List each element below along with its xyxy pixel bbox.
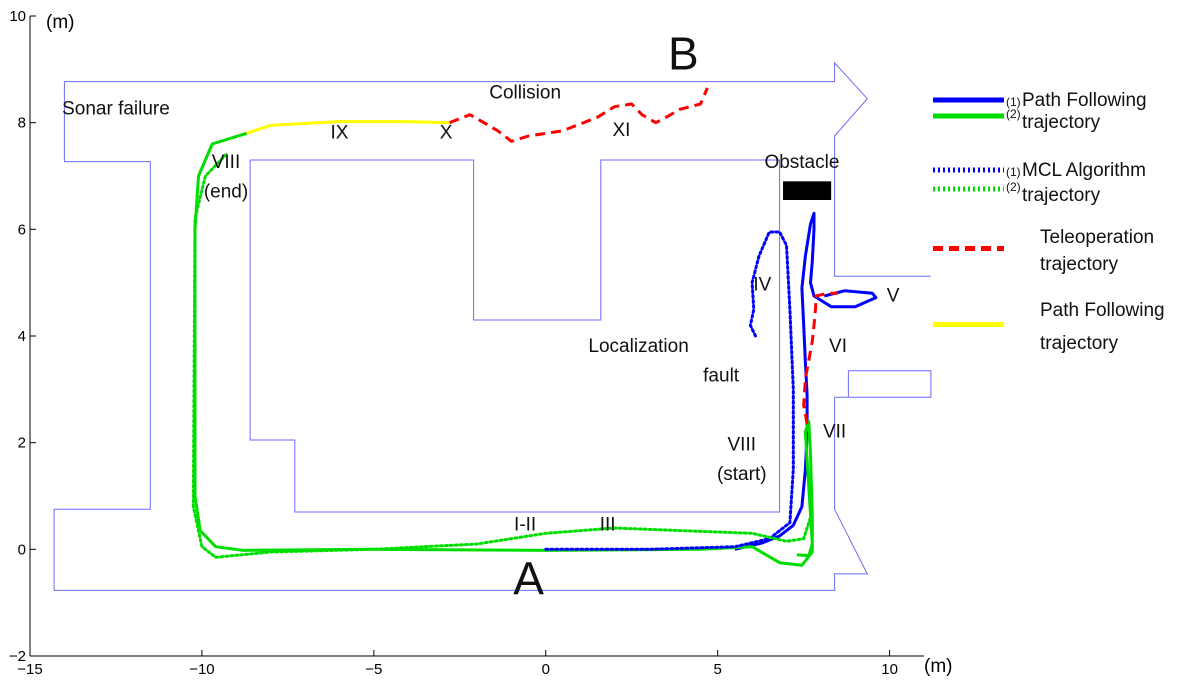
legend-label: Teleoperation — [1040, 227, 1154, 248]
annotation-label: Obstacle — [764, 152, 839, 173]
x-tick-label: −5 — [365, 661, 382, 678]
legend-label: trajectory — [1040, 333, 1119, 354]
annotation-label: XI — [612, 120, 630, 141]
annotation-label: (start) — [717, 464, 767, 485]
legend-label: Path Following — [1040, 300, 1165, 321]
x-tick-label: 0 — [542, 661, 550, 678]
annotation-label: Sonar failure — [62, 99, 170, 120]
y-tick-label: 0 — [18, 541, 26, 558]
y-axis-unit: (m) — [46, 12, 74, 33]
annotation-label: VII — [823, 421, 846, 442]
obstacle — [783, 181, 832, 200]
floor-plan-outer-loop — [53, 81, 869, 591]
series-line-1 — [193, 131, 814, 567]
annotation-label: III — [600, 515, 616, 536]
legend-label: MCL Algorithm — [1022, 160, 1146, 181]
y-tick-label: 8 — [18, 115, 26, 132]
floor-plan-right-stub — [834, 370, 932, 398]
series-line-0 — [734, 211, 878, 551]
series-line-2 — [544, 230, 795, 551]
legend-index: (1) — [1006, 95, 1021, 109]
series-line-4 — [802, 291, 838, 425]
annotation-label: (end) — [204, 181, 248, 202]
x-tick-label: −10 — [189, 661, 214, 678]
series-line-6 — [246, 120, 450, 135]
annotation-label: V — [887, 285, 900, 306]
annotation-label: VI — [829, 336, 847, 357]
x-tick-label: 5 — [714, 661, 722, 678]
x-axis-unit: (m) — [924, 656, 952, 677]
y-tick-label: 4 — [18, 328, 26, 345]
annotation-label: VIII — [728, 435, 757, 456]
legend-label: trajectory — [1022, 185, 1101, 206]
floor-plan-inner-block — [249, 159, 781, 513]
legend-label: Path Following — [1022, 90, 1147, 111]
annotation-label: VIII — [212, 152, 241, 173]
legend-index: (1) — [1006, 165, 1021, 179]
y-tick-label: 2 — [18, 435, 26, 452]
y-tick-label: −2 — [9, 648, 26, 665]
x-tick-label: 10 — [881, 661, 898, 678]
annotation-label: I-II — [514, 515, 536, 536]
endpoint-label: B — [668, 27, 699, 79]
floor-plan-outline — [64, 61, 931, 277]
legend-index: (2) — [1006, 180, 1021, 194]
annotation-label: IV — [753, 275, 771, 296]
series-line-5 — [448, 87, 709, 143]
endpoint-label: A — [513, 553, 544, 605]
legend-label: trajectory — [1022, 112, 1101, 133]
legend-label: trajectory — [1040, 254, 1119, 275]
legend: (1)(2)Path Followingtrajectory(1)(2)MCL … — [933, 90, 1165, 354]
series-line-3 — [191, 153, 812, 559]
trajectory-series — [191, 87, 878, 567]
annotation-label: Localization — [588, 336, 688, 357]
annotation-label: IX — [330, 123, 348, 144]
y-tick-label: 10 — [9, 8, 26, 25]
x-tick-label: −15 — [17, 661, 42, 678]
obstacle-block — [783, 181, 832, 200]
floor-plan — [53, 61, 932, 591]
tick-labels: −15 −10 −5 0 5 10 −2 0 2 4 6 8 10 — [9, 8, 898, 678]
annotation-label: X — [440, 123, 453, 144]
y-tick-label: 6 — [18, 221, 26, 238]
annotation-label: fault — [703, 365, 740, 386]
legend-index: (2) — [1006, 107, 1021, 121]
annotation-label: Collision — [489, 83, 561, 104]
